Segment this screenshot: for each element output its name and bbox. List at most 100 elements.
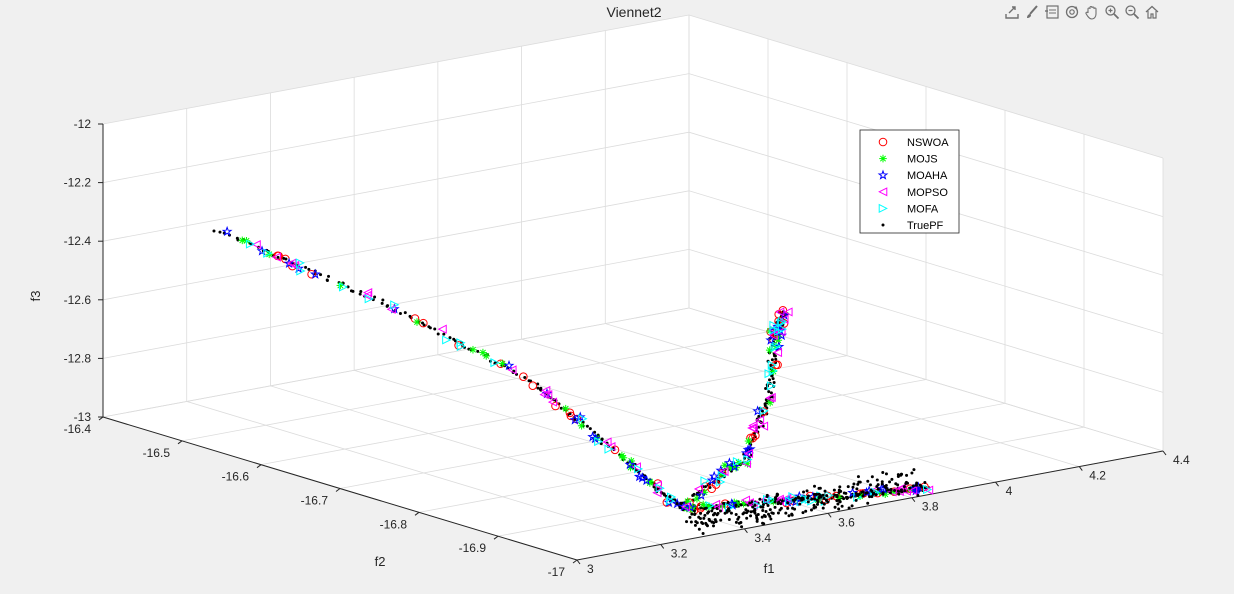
truepf-point <box>773 354 777 358</box>
legend[interactable]: NSWOA MOJS MOAHA MOPSO MOFA TruePF <box>859 129 960 234</box>
mopso-point <box>783 307 793 317</box>
truepf-point <box>884 472 888 476</box>
truepf-point <box>832 488 836 492</box>
truepf-point <box>776 511 780 515</box>
mojs-point <box>479 348 487 357</box>
truepf-point <box>772 381 776 385</box>
truepf-point <box>704 506 708 510</box>
mopso-point <box>271 252 281 262</box>
tick-labels: 3 3.2 3.4 3.6 3.8 4 4.2 4.4 -17 -16.9 -16.8 -16.7 -1… <box>64 117 1190 579</box>
mopso-point <box>765 393 775 403</box>
truepf-point <box>276 255 280 259</box>
mofa-point <box>767 360 777 370</box>
home-icon[interactable] <box>1143 3 1161 21</box>
brush-icon[interactable] <box>1023 3 1041 21</box>
rotate-icon[interactable] <box>1063 3 1081 21</box>
truepf-point <box>761 509 765 513</box>
truepf-point <box>845 497 849 501</box>
x-tick-label: 4 <box>1006 484 1013 498</box>
truepf-point <box>793 507 797 511</box>
truepf-point <box>703 485 707 489</box>
truepf-point <box>588 427 592 431</box>
truepf-point <box>770 374 774 378</box>
truepf-point <box>786 501 790 505</box>
mopso-point <box>782 493 792 503</box>
truepf-point <box>749 510 753 514</box>
mofa-point <box>296 266 306 276</box>
truepf-point <box>857 480 861 484</box>
truepf-point <box>821 493 825 497</box>
truepf-point <box>835 493 839 497</box>
truepf-point <box>767 512 771 516</box>
truepf-point <box>773 500 777 504</box>
truepf-point <box>889 488 893 492</box>
mofa-point <box>772 341 782 351</box>
mofa-point <box>732 456 743 467</box>
truepf-point <box>675 502 679 506</box>
truepf-point <box>739 503 743 507</box>
truepf-point <box>770 511 774 515</box>
truepf-point <box>760 515 764 519</box>
truepf-point <box>319 273 323 277</box>
grid-line-z <box>102 307 1164 452</box>
truepf-point <box>812 506 816 510</box>
mopso-point <box>437 324 447 334</box>
y-tick-mark <box>177 440 183 445</box>
mopso-point <box>776 327 786 337</box>
legend-marker-truepf <box>881 223 885 227</box>
mofa-point <box>295 258 305 268</box>
truepf-point <box>818 486 822 490</box>
truepf-point <box>837 507 841 511</box>
truepf-point <box>701 532 705 536</box>
zoom-in-icon[interactable] <box>1103 3 1121 21</box>
truepf-point <box>304 265 308 269</box>
mopso-point <box>287 258 297 268</box>
moaha-point <box>663 496 675 508</box>
legend-label-truepf: TruePF <box>907 220 944 232</box>
x-tick-label: 4.2 <box>1089 469 1106 483</box>
mofa-point <box>824 490 834 500</box>
mojs-point <box>765 346 774 354</box>
mopso-point <box>768 330 778 341</box>
mojs-point <box>577 421 586 430</box>
moaha-point <box>633 471 645 482</box>
truepf-point <box>705 523 709 527</box>
mofa-point <box>770 342 780 353</box>
legend-marker-mojs <box>879 154 887 163</box>
y-tick-label: -16.4 <box>64 422 92 436</box>
x-axis-label: f1 <box>764 561 775 576</box>
datatip-icon[interactable] <box>1043 3 1061 21</box>
truepf-point <box>734 520 738 524</box>
moaha-point <box>624 459 636 470</box>
truepf-point <box>838 500 842 504</box>
moaha-point <box>503 359 515 371</box>
mofa-point <box>604 444 614 454</box>
truepf-point <box>751 505 755 509</box>
truepf-point <box>810 497 814 501</box>
truepf-point <box>325 278 329 282</box>
export-icon[interactable] <box>1003 3 1021 21</box>
z-tick-label: -12.2 <box>64 176 92 190</box>
legend-box <box>859 129 960 234</box>
mopso-point <box>363 287 373 298</box>
truepf-point <box>874 493 878 497</box>
truepf-point <box>692 492 696 496</box>
nswoa-point <box>419 318 428 328</box>
mopso-point <box>680 502 691 512</box>
truepf-point <box>442 332 446 336</box>
axes-pane <box>103 15 1163 560</box>
truepf-point <box>698 516 702 520</box>
truepf-point <box>769 391 773 395</box>
pan-icon[interactable] <box>1083 3 1101 21</box>
truepf-point <box>710 509 714 513</box>
truepf-point <box>846 485 850 489</box>
truepf-point <box>888 480 892 484</box>
mopso-point <box>754 415 765 425</box>
truepf-point <box>815 502 819 506</box>
truepf-point <box>780 499 784 503</box>
truepf-point <box>881 491 885 495</box>
zoom-out-icon[interactable] <box>1123 3 1141 21</box>
axes-toolbar <box>1003 3 1161 23</box>
truepf-point <box>822 502 826 506</box>
truepf-point <box>422 323 426 327</box>
